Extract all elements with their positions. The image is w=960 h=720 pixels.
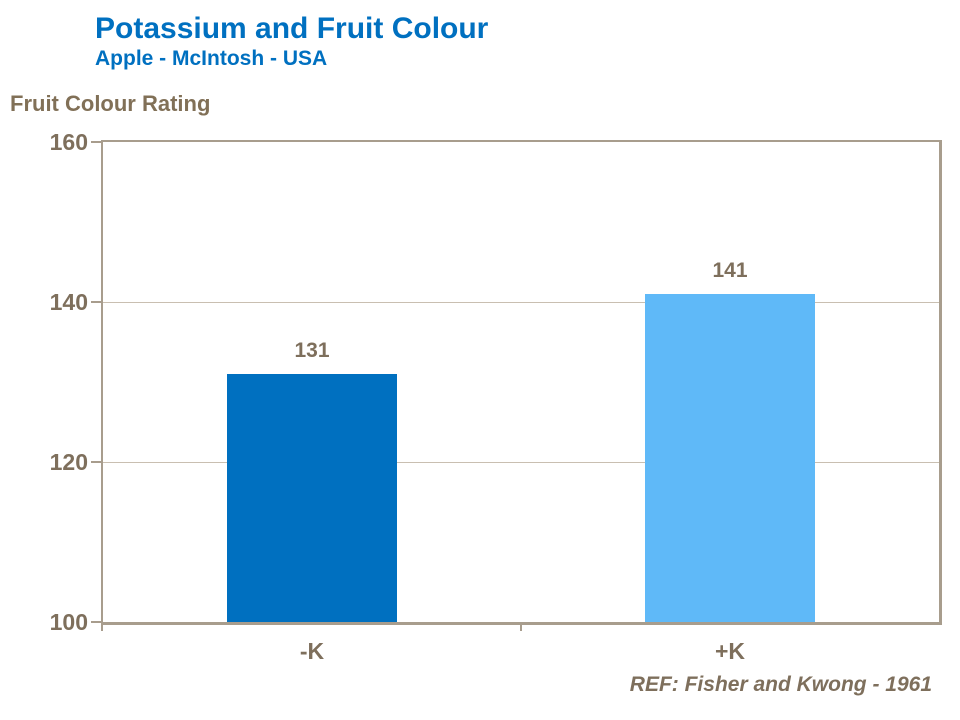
y-axis-tick-label-140: 140	[49, 289, 88, 315]
reference-note: REF: Fisher and Kwong - 1961	[629, 673, 932, 696]
x-axis-category-label--K: -K	[299, 638, 325, 664]
bar-+K	[645, 294, 815, 622]
gridline-140	[103, 301, 939, 303]
y-axis-tick-100	[91, 621, 101, 623]
x-axis-left-stub	[101, 622, 103, 631]
gridline-120	[103, 461, 939, 463]
bar-value-label-+K: 141	[712, 259, 748, 282]
y-axis-tick-label-120: 120	[49, 449, 88, 475]
chart-subtitle: Apple - McIntosh - USA	[95, 47, 328, 70]
y-axis-tick-label-100: 100	[49, 609, 88, 635]
y-axis-title: Fruit Colour Rating	[10, 91, 211, 116]
x-axis-center-tick	[520, 622, 522, 631]
bar--K	[227, 374, 397, 622]
y-axis-tick-120	[91, 461, 101, 463]
y-axis-tick-label-160: 160	[49, 129, 88, 155]
y-axis-tick-140	[91, 301, 101, 303]
plot-area: 100 120 140 160 131 -K 141 +K	[50, 129, 942, 664]
chart-title: Potassium and Fruit Colour	[95, 12, 489, 45]
bar-value-label--K: 131	[294, 339, 330, 362]
y-axis-tick-160	[91, 141, 101, 143]
x-axis-category-label-+K: +K	[714, 638, 746, 664]
